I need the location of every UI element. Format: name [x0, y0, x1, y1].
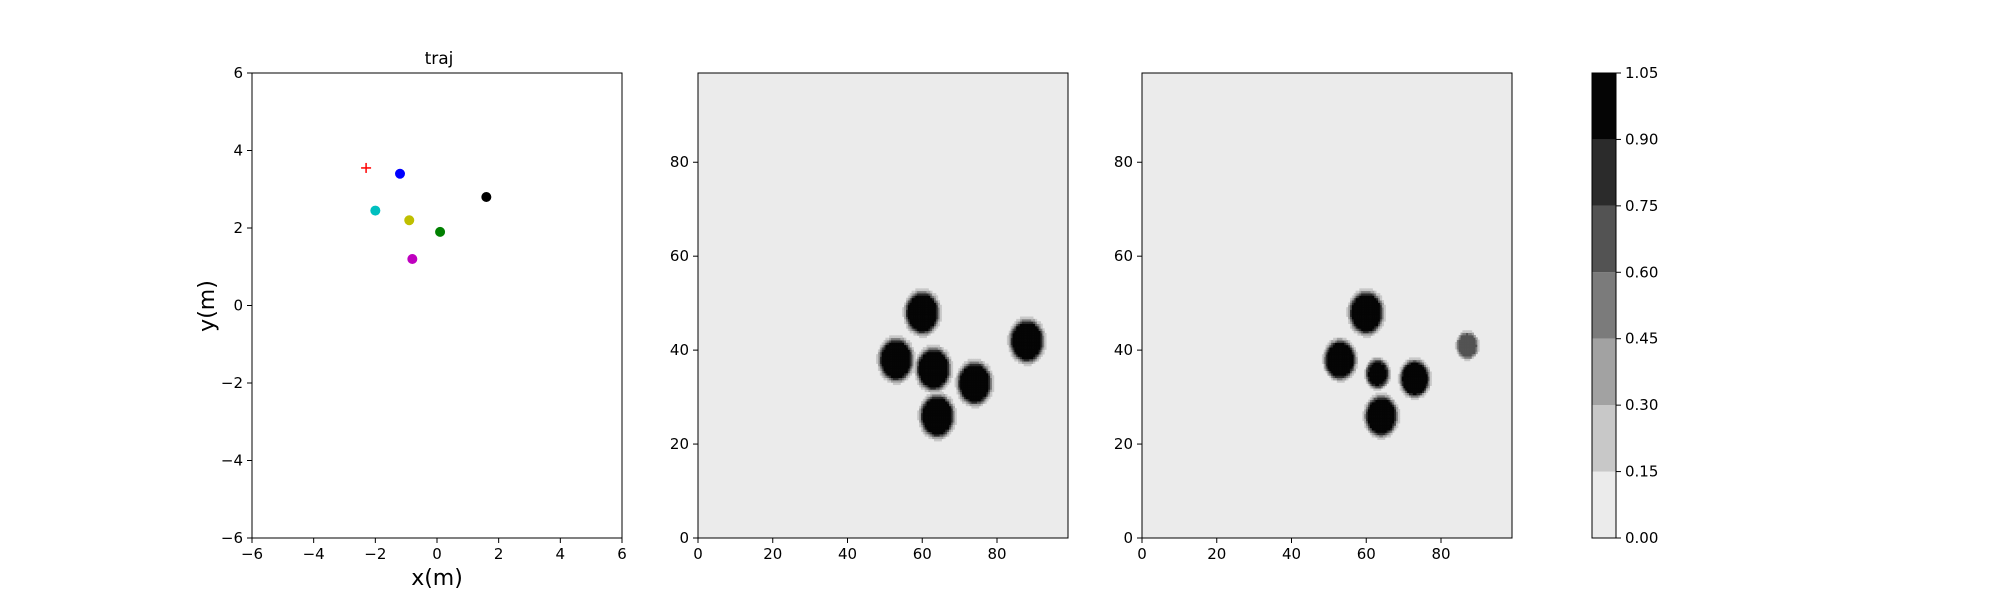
colorbar-band: [1592, 139, 1616, 206]
colorbar-band: [1592, 338, 1616, 406]
x-tick-label: −4: [303, 545, 325, 563]
colorbar-tick-label: 1.05: [1625, 64, 1658, 82]
colorbar: 0.00 0.15 0.30 0.45 0.60 0.75 0.90 1.05: [1591, 64, 1658, 547]
x-tick-label: 60: [913, 545, 932, 563]
y-tick-label: 0: [679, 529, 689, 547]
heatmap-background: [1142, 73, 1512, 538]
y-tick-label: 20: [670, 435, 689, 453]
trajectory-point: [370, 205, 381, 216]
trajectory-points: [361, 162, 492, 264]
colorbar-tick-label: 0.45: [1625, 330, 1658, 348]
x-tick-label: 20: [763, 545, 782, 563]
x-tick-label: 4: [556, 545, 566, 563]
colorbar-band: [1592, 205, 1616, 273]
heatmap-right-x-ticks: 0 20 40 60 80: [1137, 538, 1451, 563]
heatmap-right-y-ticks: 0 20 40 60 80: [1114, 153, 1142, 547]
x-tick-label: −6: [241, 545, 263, 563]
colorbar-band: [1592, 471, 1616, 538]
y-tick-label: −4: [221, 452, 243, 470]
colorbar-ticks: 0.00 0.15 0.30 0.45 0.60 0.75 0.90 1.05: [1616, 64, 1658, 547]
heatmap-blob: [913, 344, 954, 395]
y-tick-label: 4: [233, 142, 243, 160]
trajectory-point-plus: [361, 162, 372, 173]
x-tick-label: 20: [1207, 545, 1226, 563]
colorbar-tick-label: 0.30: [1625, 396, 1658, 414]
colorbar-tick-label: 0.60: [1625, 263, 1658, 281]
x-tick-label: 40: [1282, 545, 1301, 563]
heatmap-right-cells: [1142, 73, 1512, 538]
y-tick-label: 0: [233, 297, 243, 315]
y-tick-label: 80: [1114, 153, 1133, 171]
colorbar-band: [1592, 73, 1616, 140]
heatmap-blob: [954, 358, 995, 409]
x-tick-label: 0: [693, 545, 703, 563]
colorbar-band: [1592, 272, 1616, 339]
colorbar-tick-label: 0.15: [1625, 463, 1658, 481]
trajectory-point: [395, 168, 405, 179]
trajectory-point: [435, 226, 446, 237]
heatmap-blob: [876, 335, 916, 386]
colorbar-frame: [1591, 72, 1617, 539]
heatmap-left-cells: [698, 73, 1068, 538]
trajectory-x-ticks: −6 −4 −2 0 2 4 6: [241, 538, 627, 563]
x-tick-label: 2: [494, 545, 504, 563]
x-tick-label: 0: [1137, 545, 1147, 563]
y-tick-label: 40: [670, 341, 689, 359]
x-tick-label: 0: [432, 545, 442, 563]
y-tick-label: −6: [221, 529, 243, 547]
colorbar-tick-label: 0.00: [1625, 529, 1658, 547]
colorbar-tick-label: 0.90: [1625, 130, 1658, 148]
heatmap-left-frame: [697, 72, 1069, 539]
y-tick-label: 2: [233, 219, 243, 237]
heatmap-blob: [1006, 316, 1047, 367]
x-axis-label: x(m): [411, 566, 463, 591]
y-tick-label: 40: [1114, 341, 1133, 359]
y-tick-label: −2: [221, 374, 243, 392]
trajectory-axes-frame: [251, 72, 623, 539]
colorbar-tick-label: 0.75: [1625, 197, 1658, 215]
colorbar-bands: [1592, 73, 1616, 538]
x-tick-label: 60: [1357, 545, 1376, 563]
trajectory-point: [404, 215, 415, 226]
heatmap-blob: [1364, 357, 1391, 391]
trajectory-point: [481, 192, 492, 202]
heatmap-blob: [917, 391, 957, 442]
heatmap-blob: [902, 288, 942, 339]
heatmap-panel-right: 0 20 40 60 80 0 20 40 60 80: [1114, 72, 1513, 563]
x-tick-label: 80: [1431, 545, 1450, 563]
heatmap-panel-left: 0 20 40 60 80 0 20 40 60 80: [670, 72, 1069, 563]
y-tick-label: 80: [670, 153, 689, 171]
heatmap-blob: [1454, 330, 1480, 362]
heatmap-blob: [1362, 392, 1401, 440]
heatmap-background: [698, 73, 1068, 538]
x-tick-label: 80: [987, 545, 1006, 563]
trajectory-panel: traj −6 −4 −2 0 2 4 6 −6 −4 −2 0 2 4 6 x(m) y(m): [195, 49, 627, 591]
y-axis-label: y(m): [195, 280, 220, 332]
trajectory-title: traj: [425, 49, 454, 69]
heatmap-blob: [1346, 288, 1386, 339]
trajectory-y-ticks: −6 −4 −2 0 2 4 6: [221, 64, 252, 547]
heatmap-right-frame: [1141, 72, 1513, 539]
y-tick-label: 60: [1114, 247, 1133, 265]
colorbar-band: [1592, 405, 1616, 472]
y-tick-label: 0: [1123, 529, 1133, 547]
trajectory-point: [407, 254, 418, 264]
y-tick-label: 6: [233, 64, 243, 82]
heatmap-left-y-ticks: 0 20 40 60 80: [670, 153, 698, 547]
x-tick-label: 6: [617, 545, 627, 563]
x-tick-label: 40: [838, 545, 857, 563]
heatmap-blob: [1397, 357, 1432, 401]
x-tick-label: −2: [364, 545, 386, 563]
heatmap-blob: [1321, 337, 1358, 383]
y-tick-label: 60: [670, 247, 689, 265]
heatmap-left-x-ticks: 0 20 40 60 80: [693, 538, 1007, 563]
y-tick-label: 20: [1114, 435, 1133, 453]
